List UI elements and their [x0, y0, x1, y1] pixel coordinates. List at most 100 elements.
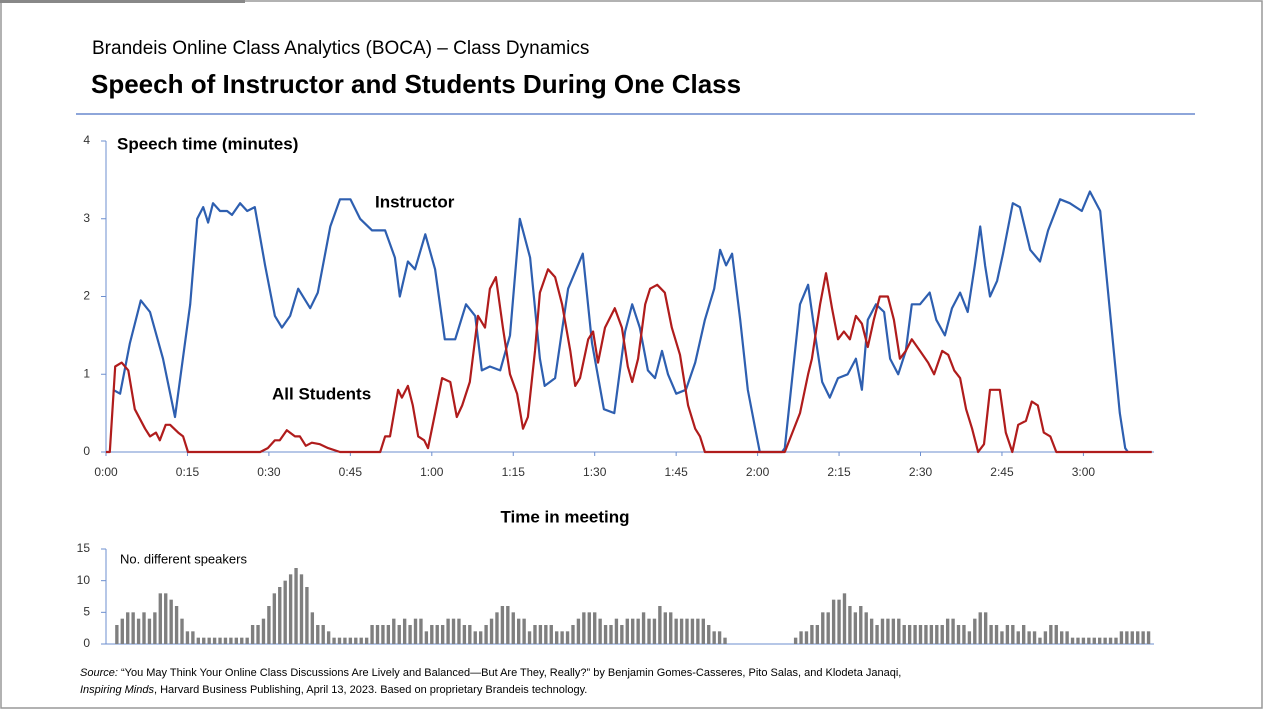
- bar: [288, 574, 293, 644]
- bar: [598, 618, 602, 644]
- source-line-2: Inspiring Minds, Harvard Business Publis…: [80, 684, 587, 696]
- bar: [869, 618, 874, 644]
- bar: [386, 625, 391, 644]
- bar: [1032, 631, 1037, 644]
- bar: [593, 612, 597, 644]
- bar: [641, 612, 646, 644]
- bar: [332, 637, 336, 644]
- bar: [478, 631, 483, 644]
- bar: [576, 618, 581, 644]
- bar: [1076, 637, 1080, 644]
- bar: [202, 637, 206, 644]
- x-tick-label: 2:45: [990, 465, 1014, 479]
- bar: [831, 599, 836, 644]
- bar: [793, 637, 798, 644]
- bar: [826, 612, 830, 644]
- bar: [272, 593, 277, 644]
- bar: [696, 618, 700, 644]
- bar: [337, 637, 342, 644]
- y-tick-label: 0: [83, 636, 90, 650]
- bar: [1016, 631, 1020, 644]
- bar: [1049, 625, 1053, 644]
- bar: [631, 618, 635, 644]
- bar: [880, 618, 885, 644]
- bar: [370, 625, 374, 644]
- bar: [457, 618, 461, 644]
- bar: [967, 631, 972, 644]
- bar: [538, 625, 543, 644]
- bar: [397, 625, 401, 644]
- bar: [115, 625, 119, 644]
- bar: [164, 593, 168, 644]
- source-text: “You May Think Your Online Class Discuss…: [118, 667, 901, 679]
- bar: [430, 625, 434, 644]
- bar: [842, 593, 847, 644]
- bar: [131, 612, 135, 644]
- bar: [701, 618, 705, 644]
- bar: [207, 637, 211, 644]
- bar: [587, 612, 591, 644]
- series-label: All Students: [272, 384, 371, 403]
- y-tick-label: 5: [83, 605, 90, 619]
- bar: [565, 631, 570, 644]
- bar: [1108, 637, 1113, 644]
- bar: [935, 625, 939, 644]
- bar: [245, 637, 249, 644]
- bar: [446, 618, 450, 644]
- bar: [153, 612, 157, 644]
- bar: [620, 625, 624, 644]
- bar: [468, 625, 472, 644]
- bar: [614, 618, 619, 644]
- bar: [451, 618, 456, 644]
- bar: [956, 625, 961, 644]
- bar: [256, 625, 260, 644]
- bar: [267, 606, 271, 644]
- bar: [506, 606, 510, 644]
- bar: [669, 612, 673, 644]
- bar: [120, 618, 124, 644]
- source-journal: Inspiring Minds: [80, 684, 154, 696]
- bar: [609, 625, 613, 644]
- bar: [983, 612, 988, 644]
- series-label: Instructor: [375, 192, 455, 211]
- x-tick-label: 2:15: [827, 465, 851, 479]
- bar: [1141, 631, 1145, 644]
- bar: [392, 618, 396, 644]
- bar: [1125, 631, 1129, 644]
- bar: [533, 625, 537, 644]
- bar: [402, 618, 407, 644]
- x-tick-label: 1:30: [583, 465, 607, 479]
- bar: [940, 625, 944, 644]
- source-text: , Harvard Business Publishing, April 13,…: [154, 684, 587, 696]
- bar: [674, 618, 678, 644]
- y-tick-label: 10: [77, 573, 91, 587]
- bar: [1021, 625, 1026, 644]
- bar: [326, 631, 331, 644]
- y-axis-label: No. different speakers: [120, 551, 247, 566]
- bar: [1027, 631, 1031, 644]
- bar: [973, 618, 977, 644]
- bar: [582, 612, 586, 644]
- bar: [527, 631, 532, 644]
- bar: [294, 568, 298, 644]
- bar: [810, 625, 814, 644]
- bar: [229, 637, 233, 644]
- bar: [864, 612, 868, 644]
- bar: [891, 618, 896, 644]
- bar: [223, 637, 228, 644]
- bar: [1038, 637, 1042, 644]
- bar: [994, 625, 999, 644]
- bar: [1060, 631, 1064, 644]
- bar: [169, 599, 173, 644]
- x-tick-label: 3:00: [1072, 465, 1096, 479]
- bar: [440, 625, 445, 644]
- x-tick-label: 0:45: [339, 465, 363, 479]
- bar: [495, 612, 499, 644]
- bar: [1103, 637, 1107, 644]
- bar: [299, 574, 304, 644]
- bar: [142, 612, 146, 644]
- bar: [717, 631, 722, 644]
- bar: [321, 625, 325, 644]
